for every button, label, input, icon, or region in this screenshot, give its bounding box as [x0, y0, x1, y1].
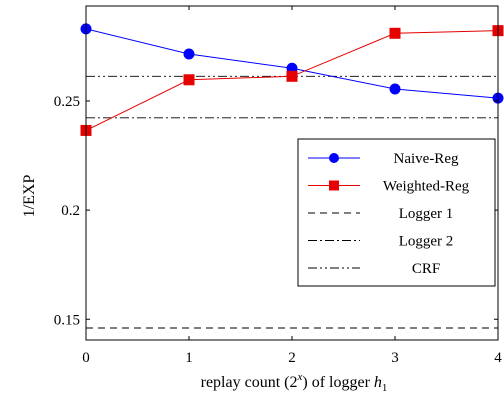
x-tick-label: 0 — [82, 350, 90, 366]
data-point-naive-reg — [389, 83, 401, 95]
y-tick-label: 0.15 — [54, 312, 80, 328]
data-point-weighted-reg — [389, 27, 401, 39]
legend-label-naive-reg: Naive-Reg — [394, 151, 459, 167]
legend-label-weighted-reg: Weighted-Reg — [383, 179, 470, 195]
x-axis-title-var: h — [374, 374, 382, 391]
x-axis-title: replay count (2x) of logger h1 — [201, 371, 388, 394]
x-axis-title-sup: x — [296, 371, 302, 383]
legend-marker-weighted-reg — [329, 180, 339, 191]
legend-label-logger-1: Logger 1 — [399, 206, 454, 222]
x-tick-label: 3 — [391, 350, 399, 366]
x-axis-title-mid: ) of logger — [302, 374, 374, 391]
legend-box — [297, 138, 496, 287]
x-tick-label: 2 — [288, 350, 296, 366]
y-axis-title: 1/EXP — [21, 175, 38, 218]
legend-label-crf: CRF — [412, 261, 440, 277]
x-axis-title-sub: 1 — [382, 382, 388, 394]
data-point-weighted-reg — [183, 74, 195, 86]
x-tick-label: 1 — [185, 350, 193, 366]
data-point-naive-reg — [183, 48, 195, 60]
legend: Naive-Reg Weighted-Reg Logger 1 Logger 2 CRF — [297, 138, 496, 287]
x-axis-title-pre: replay count (2 — [201, 374, 298, 391]
legend-marker-naive-reg — [329, 153, 339, 163]
data-point-weighted-reg — [286, 70, 298, 82]
series-markers-layer — [80, 23, 504, 136]
x-tick-label: 4 — [494, 350, 502, 366]
legend-label-logger-2: Logger 2 — [399, 234, 454, 250]
y-tick-label: 0.2 — [61, 203, 80, 219]
y-tick-label: 0.25 — [54, 94, 80, 110]
axes-layer: 0 1 2 3 4 0.15 0.2 0.25 — [54, 5, 502, 366]
